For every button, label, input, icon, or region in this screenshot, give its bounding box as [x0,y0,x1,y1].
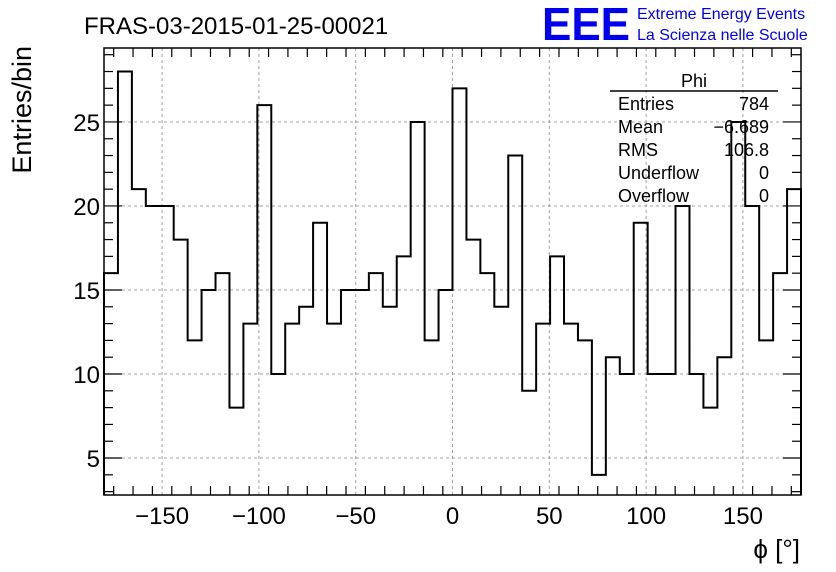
histogram-bin [494,307,508,495]
histogram-bin [313,223,327,495]
histogram-bin [271,374,285,495]
stats-rms-value: 106.8 [724,140,769,160]
histogram-bin [383,307,397,495]
histogram-bin [606,357,620,495]
brand-line-2: La Scienza nelle Scuole [637,27,808,44]
eee-logo-text: EEE [542,0,630,50]
histogram-bin [703,408,717,495]
y-tick-label: 5 [87,446,100,473]
histogram-bin [369,273,383,495]
x-tick-label: −150 [135,503,189,530]
histogram-bin [508,156,522,495]
stats-underflow-label: Underflow [618,163,700,183]
histogram-bin [160,206,174,495]
histogram-bin [522,391,536,495]
histogram-bin [146,206,160,495]
y-tick-label: 10 [73,362,100,389]
histogram-bin [745,206,759,495]
stats-entries-value: 784 [739,94,769,114]
x-tick-label: 150 [723,503,763,530]
y-axis-label: Entries/bin [7,46,37,174]
histogram-bin [759,340,773,495]
histogram-bin [550,256,564,495]
histogram-bin [466,240,480,495]
histogram-bin [564,324,578,495]
histogram-bin [341,290,355,495]
histogram-bin [662,374,676,495]
y-tick-labels: 5 10 15 20 25 [73,110,100,473]
stats-overflow-label: Overflow [618,186,690,206]
histogram-bin [202,290,216,495]
stats-underflow-value: 0 [759,163,769,183]
histogram-step-line [103,70,802,495]
x-tick-label: 50 [536,503,563,530]
stats-mean-label: Mean [618,117,663,137]
x-tick-label: 0 [446,503,459,530]
y-tick-label: 25 [73,110,100,137]
histogram-bin [634,223,648,495]
histogram-bin [731,122,745,495]
histogram-bin [257,105,271,495]
x-axis-label: ϕ [°] [753,534,800,564]
x-tick-labels: −150 −100 −50 0 50 100 150 [135,503,763,530]
axis-ticks [104,48,801,495]
histogram-bin [397,256,411,495]
histogram-bin [299,307,313,495]
y-tick-label: 15 [73,278,100,305]
histogram-bin [648,374,662,495]
histogram-bin [592,475,606,495]
chart-title: FRAS-03-2015-01-25-00021 [84,13,388,40]
x-tick-label: 100 [626,503,666,530]
histogram-bin [229,408,243,495]
histogram-bin [453,88,467,495]
stats-overflow-value: 0 [759,186,769,206]
histogram-bin [480,273,494,495]
stats-mean-value: −6.689 [713,117,769,137]
plot-frame [103,47,802,496]
histogram-bin [188,340,202,495]
histogram-bin [243,324,257,495]
histogram-bin [411,122,425,495]
brand-logo: EEE Extreme Energy Events La Scienza nel… [542,0,808,50]
x-tick-label: −50 [335,503,376,530]
histogram-bin [689,374,703,495]
histogram-bin [717,357,731,495]
stats-entries-label: Entries [618,94,674,114]
x-tick-label: −100 [232,503,286,530]
stats-title: Phi [681,71,707,91]
histogram-bins [104,72,801,495]
y-tick-label: 20 [73,194,100,221]
histogram-bin [327,324,341,495]
histogram-bin [132,189,146,495]
histogram-bin [787,189,801,495]
histogram-bin [355,290,369,495]
histogram-bin [425,340,439,495]
histogram-bin [676,206,690,495]
stats-box: Phi Entries 784 Mean −6.689 RMS 106.8 Un… [610,71,778,206]
histogram-bin [285,324,299,495]
histogram-bin [439,290,453,495]
histogram-bin [118,72,132,495]
histogram-bin [578,340,592,495]
histogram-bin [536,324,550,495]
brand-line-1: Extreme Energy Events [637,6,805,23]
stats-rms-label: RMS [618,140,658,160]
histogram-bin [620,374,634,495]
histogram-bin [773,273,787,495]
histogram-bin [174,240,188,495]
histogram-bin [216,273,230,495]
